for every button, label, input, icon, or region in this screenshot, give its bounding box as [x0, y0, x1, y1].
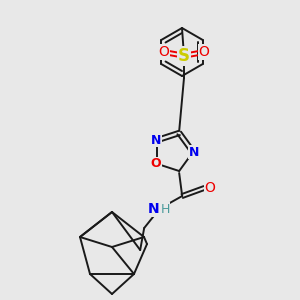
Text: H: H	[160, 202, 170, 215]
Text: O: O	[151, 157, 161, 170]
Text: N: N	[151, 134, 161, 147]
Text: O: O	[199, 45, 209, 59]
Text: O: O	[205, 181, 216, 195]
Text: O: O	[159, 45, 170, 59]
Text: N: N	[189, 146, 199, 158]
Text: N: N	[147, 202, 159, 216]
Text: S: S	[178, 47, 190, 65]
